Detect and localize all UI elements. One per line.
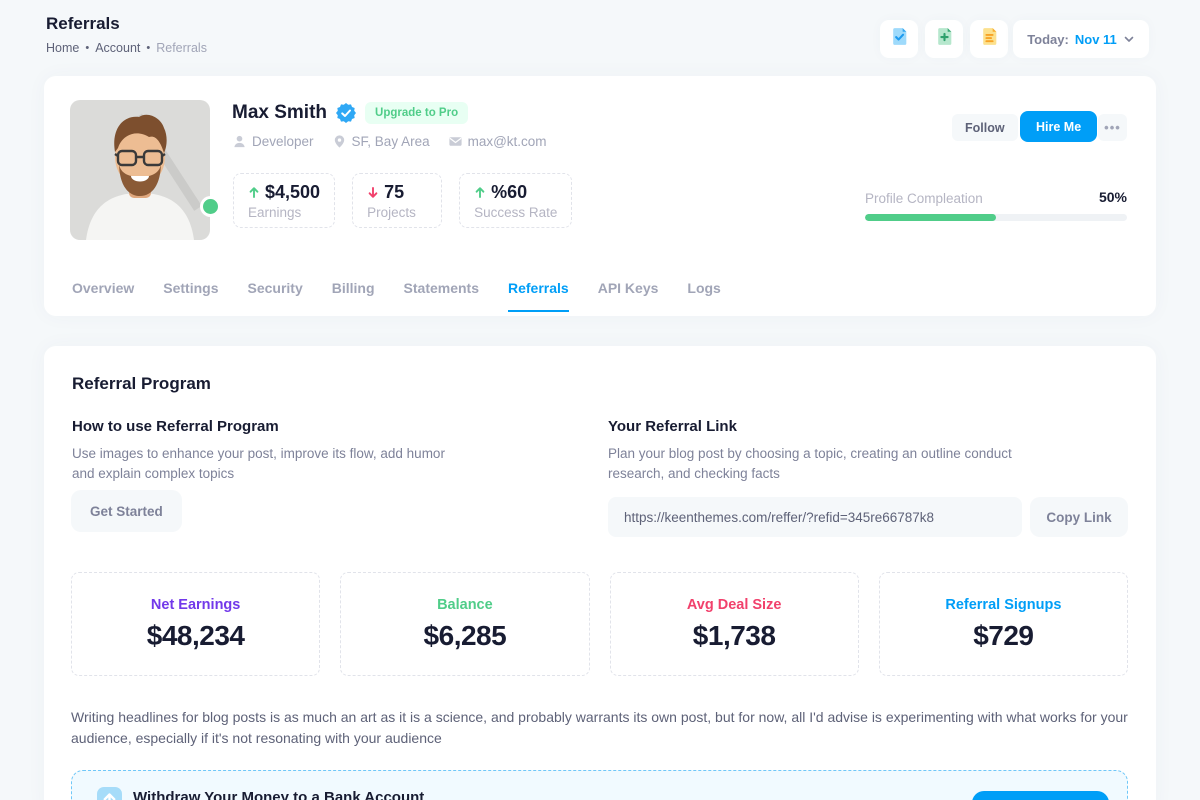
- profile-role: Developer: [252, 134, 314, 149]
- verified-icon: [336, 103, 357, 123]
- breadcrumb-separator: •: [146, 42, 151, 54]
- profile-stats: $4,500 Earnings 75 Projects %6: [233, 173, 573, 228]
- metric-value: $1,738: [692, 620, 776, 651]
- profile-email[interactable]: max@kt.com: [467, 134, 547, 149]
- arrow-up-icon: [248, 186, 260, 199]
- referral-program-card: Referral Program How to use Referral Pro…: [44, 346, 1156, 800]
- stat-label: Success Rate: [474, 205, 558, 220]
- referral-program-title: Referral Program: [72, 374, 211, 393]
- profile-meta: Developer SF, Bay Area max@kt.com: [232, 134, 547, 149]
- breadcrumb: Home • Account • Referrals: [46, 41, 207, 55]
- arrow-up-icon: [474, 186, 486, 199]
- tab-security[interactable]: Security: [247, 280, 303, 296]
- referral-link-input[interactable]: [608, 497, 1022, 537]
- referral-link-description: Plan your blog post by choosing a topic,…: [608, 446, 1012, 481]
- profile-tabs: Overview Settings Security Billing State…: [72, 280, 721, 312]
- arrow-down-icon: [367, 186, 379, 199]
- date-filter-value: Nov 11: [1074, 31, 1117, 47]
- referral-metrics: Net Earnings $48,234 Balance $6,285 Avg …: [71, 572, 1128, 676]
- how-to-heading: How to use Referral Program: [72, 418, 279, 435]
- metric-referral-signups: Referral Signups $729: [878, 572, 1128, 676]
- file-lines-button[interactable]: [970, 20, 1008, 58]
- location-pin-icon: [332, 134, 347, 149]
- tab-overview[interactable]: Overview: [72, 280, 135, 296]
- stat-tile-earnings: $4,500 Earnings: [233, 173, 336, 228]
- follow-button[interactable]: Follow: [952, 114, 1018, 141]
- stat-tile-success-rate: %60 Success Rate: [459, 173, 573, 228]
- breadcrumb-home[interactable]: Home: [46, 41, 80, 55]
- how-to-description: Use images to enhance your post, improve…: [72, 446, 445, 481]
- online-status-dot: [203, 199, 218, 214]
- breadcrumb-separator: •: [85, 42, 90, 54]
- upgrade-pro-badge[interactable]: Upgrade to Pro: [365, 102, 469, 124]
- profile-completion-bar: [865, 214, 1127, 221]
- stat-value: %60: [491, 182, 528, 202]
- profile-completion-label: Profile Compleation: [865, 191, 983, 206]
- metric-value: $6,285: [423, 620, 507, 651]
- metric-label: Net Earnings: [150, 597, 241, 613]
- stat-label: Earnings: [248, 205, 302, 220]
- stat-value: $4,500: [265, 182, 321, 202]
- breadcrumb-referrals: Referrals: [156, 41, 207, 55]
- stat-tile-projects: 75 Projects: [352, 173, 443, 228]
- withdraw-button[interactable]: [972, 791, 1109, 800]
- tab-referrals[interactable]: Referrals: [508, 280, 569, 312]
- tab-api-keys[interactable]: API Keys: [597, 280, 659, 296]
- metric-value: $729: [973, 620, 1034, 651]
- withdraw-money-icon: [96, 786, 123, 800]
- envelope-icon: [448, 134, 463, 149]
- metric-balance: Balance $6,285: [340, 572, 590, 676]
- file-check-icon: [889, 26, 910, 52]
- get-started-button[interactable]: Get Started: [71, 490, 182, 532]
- file-plus-icon: [934, 26, 955, 52]
- avatar: [70, 100, 210, 240]
- metric-net-earnings: Net Earnings $48,234: [71, 572, 321, 676]
- tab-statements[interactable]: Statements: [403, 280, 479, 296]
- metric-avg-deal-size: Avg Deal Size $1,738: [609, 572, 859, 676]
- profile-location: SF, Bay Area: [351, 134, 430, 149]
- breadcrumb-account[interactable]: Account: [95, 41, 141, 55]
- withdraw-title: Withdraw Your Money to a Bank Account: [133, 789, 425, 800]
- copy-link-button[interactable]: Copy Link: [1030, 497, 1128, 537]
- date-filter-label: Today:: [1027, 31, 1069, 47]
- date-filter-button[interactable]: Today: Nov 11: [1013, 20, 1149, 58]
- profile-name: Max Smith: [232, 102, 328, 123]
- chevron-down-icon: [1123, 33, 1135, 45]
- page-title: Referrals: [46, 14, 120, 33]
- metric-label: Referral Signups: [945, 597, 1062, 613]
- referral-link-heading: Your Referral Link: [608, 418, 737, 435]
- withdraw-notice: Withdraw Your Money to a Bank Account: [71, 770, 1128, 800]
- file-lines-icon: [979, 26, 1000, 52]
- tab-settings[interactable]: Settings: [163, 280, 219, 296]
- tab-billing[interactable]: Billing: [331, 280, 375, 296]
- profile-completion-fill: [865, 214, 996, 221]
- ellipsis-icon: •••: [1104, 120, 1121, 135]
- file-plus-button[interactable]: [925, 20, 963, 58]
- file-check-button[interactable]: [880, 20, 918, 58]
- stat-label: Projects: [367, 205, 416, 220]
- user-icon: [232, 134, 247, 149]
- metric-label: Balance: [437, 597, 493, 613]
- metric-value: $48,234: [146, 620, 245, 651]
- profile-completion-percent: 50%: [1098, 189, 1127, 205]
- metric-label: Avg Deal Size: [686, 597, 782, 613]
- hire-me-button[interactable]: Hire Me: [1020, 111, 1098, 142]
- referral-note: Writing headlines for blog posts is as m…: [71, 709, 1128, 746]
- tab-logs[interactable]: Logs: [687, 280, 721, 296]
- stat-value: 75: [384, 182, 405, 202]
- more-options-button[interactable]: •••: [1098, 114, 1127, 141]
- profile-card: Max Smith Upgrade to Pro Developer: [44, 76, 1156, 316]
